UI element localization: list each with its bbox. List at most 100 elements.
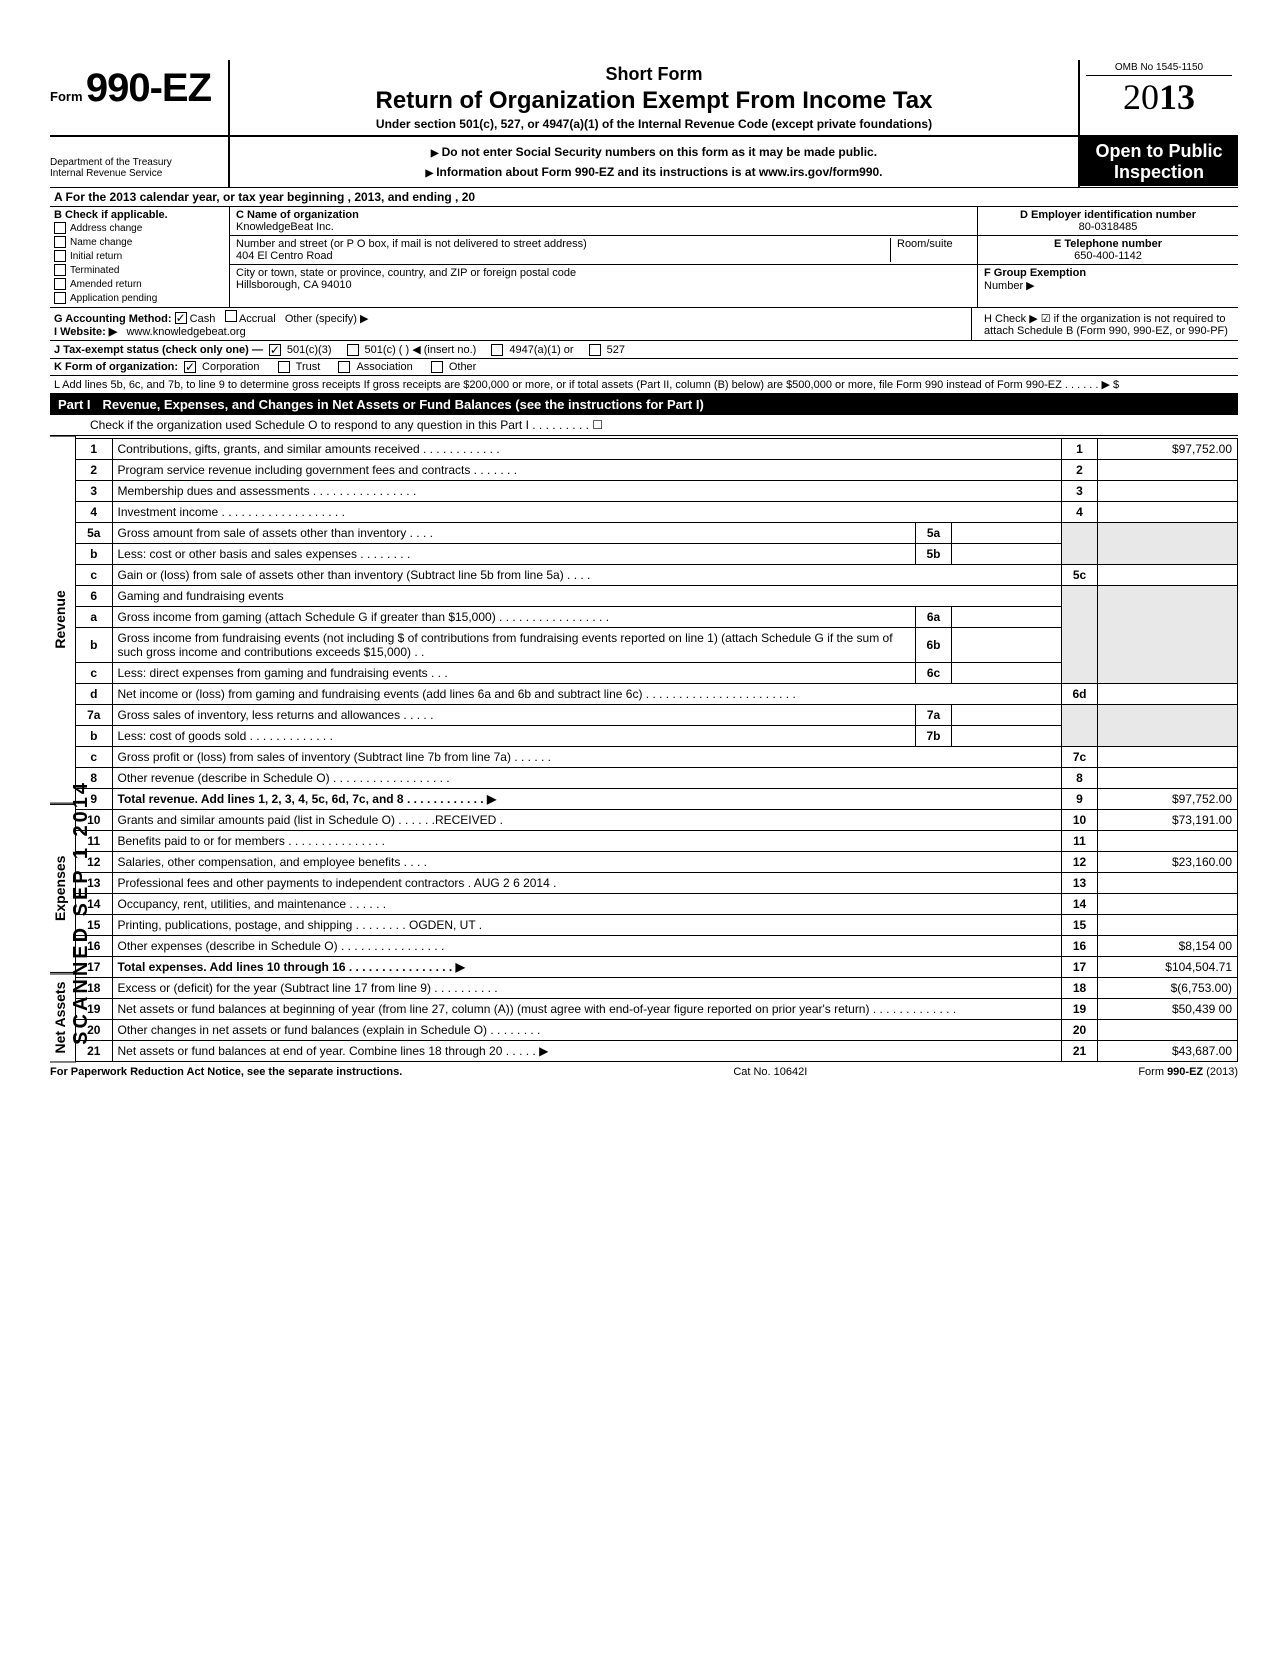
form-header: Form 990-EZ Short Form Return of Organiz… [50,60,1238,137]
rn: 14 [1062,894,1098,915]
ein: 80-0318485 [1079,221,1138,233]
row-j: J Tax-exempt status (check only one) — 5… [50,341,1238,359]
chk-label: Initial return [70,251,122,262]
line-2: 2Program service revenue including gover… [76,460,1238,481]
section-b-title: B Check if applicable. [54,209,225,221]
row-gi-h: G Accounting Method: Cash Accrual Other … [50,308,1238,341]
rv [1098,1020,1238,1041]
chk-terminated[interactable]: Terminated [54,263,225,277]
d-label: D Employer identification number [1020,209,1196,221]
ib: 5b [916,544,952,565]
ld: Other revenue (describe in Schedule O) .… [112,768,1062,789]
lines-col: 1Contributions, gifts, grants, and simil… [76,436,1238,1062]
footer-form: 990-EZ [1167,1066,1203,1078]
lines-group: Revenue Expenses Net Assets 1Contributio… [50,436,1238,1062]
ln: b [76,726,112,747]
rn: 6d [1062,684,1098,705]
dept-cell: Department of the Treasury Internal Reve… [50,137,230,187]
omb-number: OMB No 1545-1150 [1086,62,1232,76]
ld: Salaries, other compensation, and employ… [112,852,1062,873]
ln: 1 [76,439,112,460]
ld: Gaming and fundraising events [112,586,1062,607]
rn: 11 [1062,831,1098,852]
chk-corp[interactable] [184,361,196,373]
line-6: 6Gaming and fundraising events [76,586,1238,607]
ld: Gain or (loss) from sale of assets other… [112,565,1062,586]
other-label: Other (specify) ▶ [285,313,369,325]
chk-accrual[interactable] [225,310,237,322]
ld: Less: direct expenses from gaming and fu… [112,663,916,684]
dept-line-2: Internal Revenue Service [50,168,224,179]
rn: 7c [1062,747,1098,768]
j-o2: 501(c) ( ) ◀ (insert no.) [365,343,477,356]
rv: $50,439 00 [1098,999,1238,1020]
j-o1: 501(c)(3) [287,344,332,356]
ln: 4 [76,502,112,523]
chk-assoc[interactable] [338,361,350,373]
chk-label: Terminated [70,265,119,276]
chk-pending[interactable]: Application pending [54,291,225,305]
chk-trust[interactable] [278,361,290,373]
rn: 3 [1062,481,1098,502]
warning-2: Information about Form 990-EZ and its in… [238,165,1070,179]
ib: 5a [916,523,952,544]
chk-527[interactable] [589,344,601,356]
open-line-2: Inspection [1080,162,1238,183]
rv [1098,831,1238,852]
f-label-2: Number ▶ [984,280,1035,292]
j-label: J Tax-exempt status (check only one) — [54,344,263,356]
ibv [952,663,1062,684]
line-7c: cGross profit or (loss) from sales of in… [76,747,1238,768]
chk-cash[interactable] [175,312,187,324]
ln: 2 [76,460,112,481]
chk-name-change[interactable]: Name change [54,235,225,249]
line-6a: aGross income from gaming (attach Schedu… [76,607,1238,628]
ld: Less: cost of goods sold . . . . . . . .… [112,726,916,747]
line-15: 15Printing, publications, postage, and s… [76,915,1238,936]
rv [1098,481,1238,502]
ld: Printing, publications, postage, and shi… [112,915,1062,936]
title-cell: Short Form Return of Organization Exempt… [230,60,1078,135]
rn: 12 [1062,852,1098,873]
ld: Net income or (loss) from gaming and fun… [112,684,1062,705]
rv: $97,752.00 [1098,439,1238,460]
line-13: 13Professional fees and other payments t… [76,873,1238,894]
chk-amended[interactable]: Amended return [54,277,225,291]
section-bcd: B Check if applicable. Address change Na… [50,207,1238,308]
chk-501c3[interactable] [269,344,281,356]
line-20: 20Other changes in net assets or fund ba… [76,1020,1238,1041]
form-page: SCANNED SEP 1 2014 Form 990-EZ Short For… [50,60,1238,1082]
city-cell: City or town, state or province, country… [230,265,977,293]
ln: b [76,628,112,663]
chk-501c[interactable] [347,344,359,356]
rn [1062,663,1098,684]
ln: 5a [76,523,112,544]
chk-other-org[interactable] [431,361,443,373]
ld: Contributions, gifts, grants, and simila… [112,439,1062,460]
line-10: 10Grants and similar amounts paid (list … [76,810,1238,831]
rn: 8 [1062,768,1098,789]
ib: 7a [916,705,952,726]
ib: 6c [916,663,952,684]
ld: Gross profit or (loss) from sales of inv… [112,747,1062,768]
rn: 20 [1062,1020,1098,1041]
rn: 5c [1062,565,1098,586]
chk-address-change[interactable]: Address change [54,221,225,235]
ld: Gross income from gaming (attach Schedul… [112,607,916,628]
side-netassets: Net Assets [50,973,76,1062]
line-12: 12Salaries, other compensation, and empl… [76,852,1238,873]
line-14: 14Occupancy, rent, utilities, and mainte… [76,894,1238,915]
ld: Benefits paid to or for members . . . . … [112,831,1062,852]
ld: Investment income . . . . . . . . . . . … [112,502,1062,523]
rn [1062,628,1098,663]
i-label: I Website: ▶ [54,326,117,338]
group-exemption-cell: F Group Exemption Number ▶ [978,265,1238,294]
phone-cell: E Telephone number 650-400-1142 [978,236,1238,265]
chk-initial-return[interactable]: Initial return [54,249,225,263]
chk-4947[interactable] [491,344,503,356]
j-o4: 527 [607,344,625,356]
rv [1098,684,1238,705]
k-o4: Other [449,361,477,373]
ib: 6a [916,607,952,628]
ln: 7a [76,705,112,726]
